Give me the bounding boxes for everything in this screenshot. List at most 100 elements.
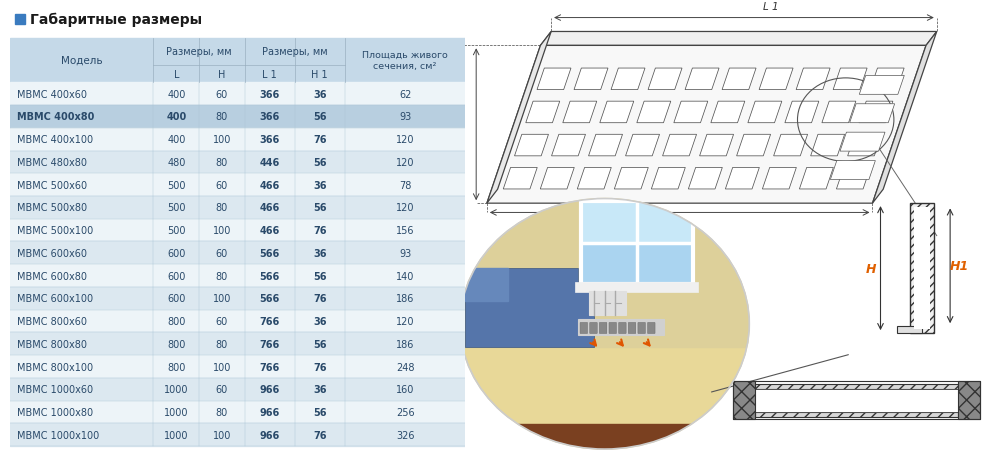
Text: 56: 56 [313,157,326,168]
Polygon shape [831,161,875,180]
Text: 80: 80 [215,339,228,349]
Polygon shape [563,102,597,124]
Bar [958,382,980,419]
Bar [576,282,699,293]
Text: 1000: 1000 [164,430,188,440]
Bar [15,15,25,25]
Text: 100: 100 [212,362,231,372]
Polygon shape [822,102,856,124]
Polygon shape [759,69,793,90]
Text: 186: 186 [396,339,414,349]
Polygon shape [837,168,871,189]
Polygon shape [685,69,719,90]
Text: 966: 966 [259,384,279,394]
Text: 60: 60 [215,89,228,100]
Text: МВМС 400х100: МВМС 400х100 [17,135,93,145]
Text: МВМС 500х100: МВМС 500х100 [17,225,93,236]
Text: L 1: L 1 [262,69,277,80]
Text: 80: 80 [215,271,228,281]
Text: H: H [218,69,225,80]
Text: 76: 76 [313,135,326,145]
Text: H1: H1 [950,260,969,273]
Text: 600: 600 [167,248,185,258]
Bar [465,269,509,301]
Text: 800: 800 [167,316,185,326]
Text: 446: 446 [259,157,279,168]
Polygon shape [637,102,671,124]
Bar [10,378,465,401]
Bar [10,197,465,219]
Text: 766: 766 [259,362,279,372]
Text: 366: 366 [259,135,279,145]
Polygon shape [711,102,745,124]
FancyBboxPatch shape [590,323,598,334]
Text: 140: 140 [396,271,414,281]
Text: МВМС 500х80: МВМС 500х80 [17,203,87,213]
Polygon shape [504,168,538,189]
Text: Модель: Модель [61,56,102,66]
Polygon shape [526,102,560,124]
Polygon shape [541,32,937,46]
FancyBboxPatch shape [629,323,636,334]
Text: 120: 120 [395,316,414,326]
Polygon shape [465,269,594,347]
Text: МВМС 800х100: МВМС 800х100 [17,362,93,372]
Bar [897,326,922,333]
Text: 60: 60 [215,248,228,258]
Text: 62: 62 [399,89,411,100]
Text: 466: 466 [259,203,279,213]
Text: 76: 76 [313,430,326,440]
Text: 466: 466 [259,180,279,190]
Bar [460,424,750,449]
Polygon shape [600,102,634,124]
Text: 800: 800 [167,362,185,372]
FancyBboxPatch shape [580,323,588,334]
Bar [578,319,664,336]
Polygon shape [848,135,882,156]
Text: МВМС 800х60: МВМС 800х60 [17,316,87,326]
Text: 60: 60 [215,180,228,190]
Text: 120: 120 [395,135,414,145]
Text: 120: 120 [395,157,414,168]
Text: 1000: 1000 [164,384,188,394]
Polygon shape [870,69,904,90]
Bar [10,401,465,424]
Text: 186: 186 [396,294,414,304]
FancyBboxPatch shape [600,323,607,334]
Text: 600: 600 [167,294,185,304]
Polygon shape [515,135,549,156]
Polygon shape [763,168,797,189]
Polygon shape [800,168,834,189]
Text: МВМС 400х80: МВМС 400х80 [17,112,94,122]
Polygon shape [811,135,845,156]
Text: 56: 56 [313,407,326,417]
Text: 400: 400 [166,112,186,122]
Bar [10,356,465,378]
Text: 566: 566 [259,271,279,281]
Bar [10,174,465,197]
Polygon shape [663,135,697,156]
Text: 36: 36 [313,248,326,258]
Bar [10,106,465,129]
Polygon shape [486,46,926,204]
Bar [10,129,465,151]
FancyBboxPatch shape [619,323,627,334]
Bar [755,389,958,412]
Text: 36: 36 [313,384,326,394]
Text: 56: 56 [313,271,326,281]
Bar [10,242,465,265]
Text: 400: 400 [167,89,185,100]
Polygon shape [859,76,904,95]
Polygon shape [748,102,782,124]
Polygon shape [774,135,808,156]
Text: 156: 156 [395,225,414,236]
Text: 120: 120 [395,203,414,213]
Text: 480: 480 [167,157,185,168]
Bar [755,384,958,389]
Polygon shape [537,69,571,90]
Text: МВМС 1000х100: МВМС 1000х100 [17,430,99,440]
Polygon shape [589,135,623,156]
Text: 160: 160 [396,384,414,394]
Text: H: H [866,262,876,275]
FancyBboxPatch shape [648,323,655,334]
